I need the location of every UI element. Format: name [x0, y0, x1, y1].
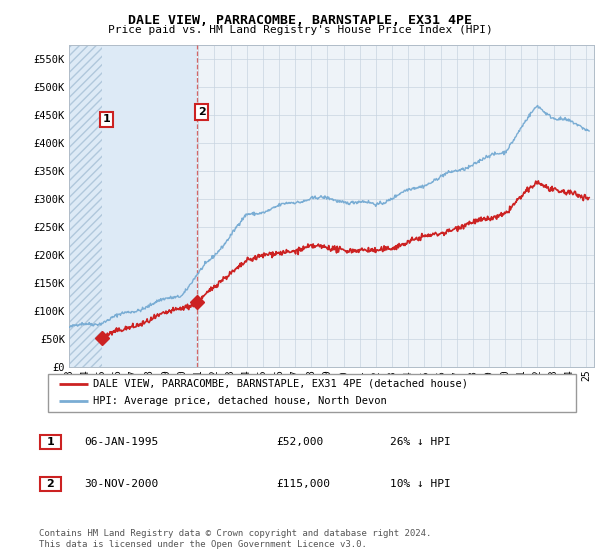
- Text: DALE VIEW, PARRACOMBE, BARNSTAPLE, EX31 4PE: DALE VIEW, PARRACOMBE, BARNSTAPLE, EX31 …: [128, 14, 472, 27]
- Text: 06-JAN-1995: 06-JAN-1995: [84, 437, 158, 447]
- Text: Price paid vs. HM Land Registry's House Price Index (HPI): Price paid vs. HM Land Registry's House …: [107, 25, 493, 35]
- Text: 1: 1: [47, 437, 54, 447]
- Text: 1: 1: [103, 114, 110, 124]
- Text: 2: 2: [198, 107, 206, 117]
- Bar: [69, 45, 102, 367]
- Text: 2: 2: [47, 479, 54, 489]
- Bar: [69, 45, 102, 367]
- Text: 26% ↓ HPI: 26% ↓ HPI: [390, 437, 451, 447]
- Text: £115,000: £115,000: [276, 479, 330, 489]
- Bar: [102, 45, 197, 367]
- Text: HPI: Average price, detached house, North Devon: HPI: Average price, detached house, Nort…: [93, 396, 386, 407]
- Text: Contains HM Land Registry data © Crown copyright and database right 2024.
This d: Contains HM Land Registry data © Crown c…: [39, 529, 431, 549]
- Text: 30-NOV-2000: 30-NOV-2000: [84, 479, 158, 489]
- Text: DALE VIEW, PARRACOMBE, BARNSTAPLE, EX31 4PE (detached house): DALE VIEW, PARRACOMBE, BARNSTAPLE, EX31 …: [93, 379, 468, 389]
- Text: £52,000: £52,000: [276, 437, 323, 447]
- Text: 10% ↓ HPI: 10% ↓ HPI: [390, 479, 451, 489]
